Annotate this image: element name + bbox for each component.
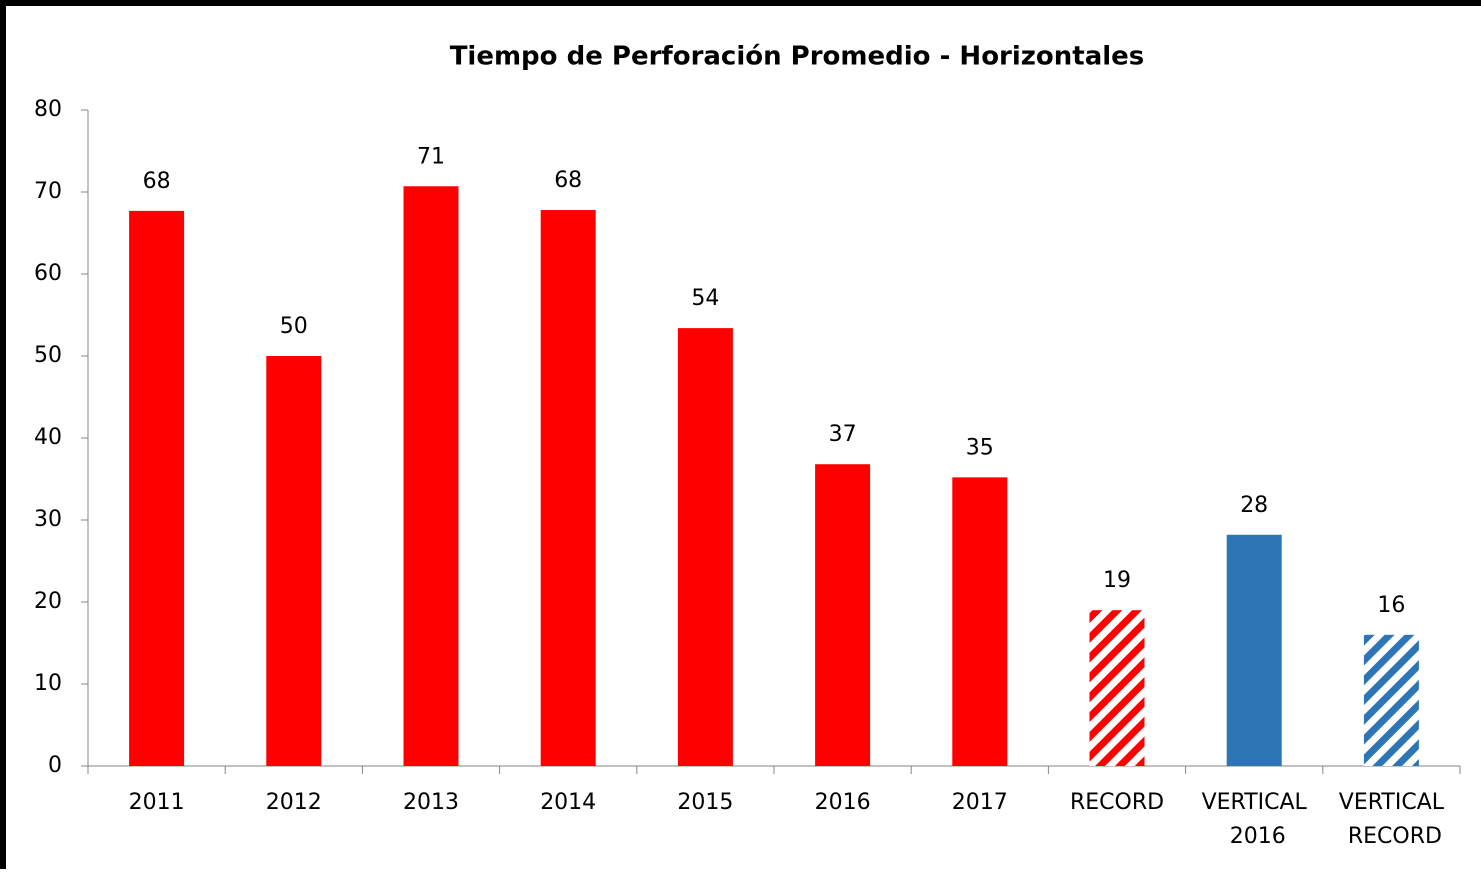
data-label: 19 [1103,568,1131,593]
data-label: 54 [691,286,719,311]
bar [1226,534,1282,766]
x-tick-label: 2015 [677,790,733,815]
data-label: 68 [143,169,171,194]
y-tick-label: 0 [48,753,62,778]
data-label: 37 [829,422,857,447]
data-label: 50 [280,314,308,339]
data-label: 16 [1377,593,1405,618]
bar [1089,610,1145,766]
bar [952,477,1008,766]
x-tick-label: VERTICAL RECORD [1339,790,1445,849]
bar [540,210,596,767]
chart-title: Tiempo de Perforación Promedio - Horizon… [450,42,1145,72]
x-tick-label: 2012 [266,790,322,815]
y-tick-label: 50 [34,343,62,368]
data-label: 71 [417,144,445,169]
y-tick-label: 10 [34,671,62,696]
bar [815,464,871,766]
x-tick-label: 2013 [403,790,459,815]
y-tick-label: 30 [34,507,62,532]
x-tick-label: 2014 [540,790,596,815]
x-tick-label: 2017 [952,790,1008,815]
data-label: 28 [1240,493,1268,518]
x-tick-label: VERTICAL 2016 [1202,790,1308,849]
bar [266,356,322,766]
bar [403,186,459,766]
bar [1363,634,1419,766]
x-tick-label: 2016 [815,790,871,815]
data-label: 35 [966,435,994,460]
y-tick-label: 40 [34,425,62,450]
bar [677,328,733,766]
x-tick-label: 2011 [129,790,185,815]
x-tick-label: RECORD [1070,790,1164,815]
y-tick-label: 20 [34,589,62,614]
y-tick-label: 80 [34,97,62,122]
y-tick-label: 60 [34,261,62,286]
data-label: 68 [554,168,582,193]
bar [129,210,185,767]
y-tick-label: 70 [34,179,62,204]
